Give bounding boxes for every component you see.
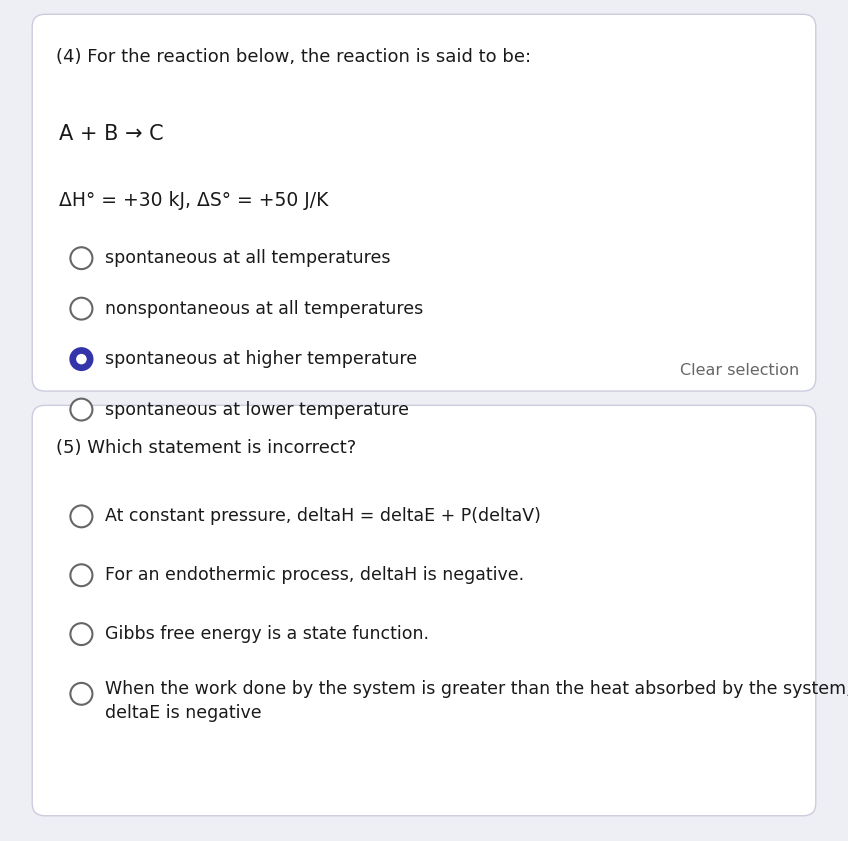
Text: ΔH° = +30 kJ, ΔS° = +50 J/K: ΔH° = +30 kJ, ΔS° = +50 J/K (59, 191, 329, 210)
Circle shape (70, 505, 92, 527)
Text: At constant pressure, deltaH = deltaE + P(deltaV): At constant pressure, deltaH = deltaE + … (105, 507, 541, 526)
Circle shape (76, 354, 86, 364)
Text: spontaneous at higher temperature: spontaneous at higher temperature (105, 350, 417, 368)
Text: A + B → C: A + B → C (59, 124, 164, 144)
FancyBboxPatch shape (32, 405, 816, 816)
Circle shape (70, 399, 92, 420)
Text: When the work done by the system is greater than the heat absorbed by the system: When the work done by the system is grea… (105, 680, 848, 698)
Text: (5) Which statement is incorrect?: (5) Which statement is incorrect? (56, 439, 356, 457)
Circle shape (70, 564, 92, 586)
Text: For an endothermic process, deltaH is negative.: For an endothermic process, deltaH is ne… (105, 566, 524, 584)
FancyBboxPatch shape (32, 14, 816, 391)
Circle shape (70, 623, 92, 645)
Circle shape (70, 247, 92, 269)
Text: spontaneous at lower temperature: spontaneous at lower temperature (105, 400, 409, 419)
Text: Gibbs free energy is a state function.: Gibbs free energy is a state function. (105, 625, 429, 643)
Text: nonspontaneous at all temperatures: nonspontaneous at all temperatures (105, 299, 423, 318)
Text: Clear selection: Clear selection (679, 362, 799, 378)
Circle shape (70, 683, 92, 705)
Text: (4) For the reaction below, the reaction is said to be:: (4) For the reaction below, the reaction… (56, 48, 531, 66)
Circle shape (70, 298, 92, 320)
Circle shape (70, 348, 92, 370)
Text: spontaneous at all temperatures: spontaneous at all temperatures (105, 249, 391, 267)
Text: deltaE is negative: deltaE is negative (105, 704, 262, 722)
